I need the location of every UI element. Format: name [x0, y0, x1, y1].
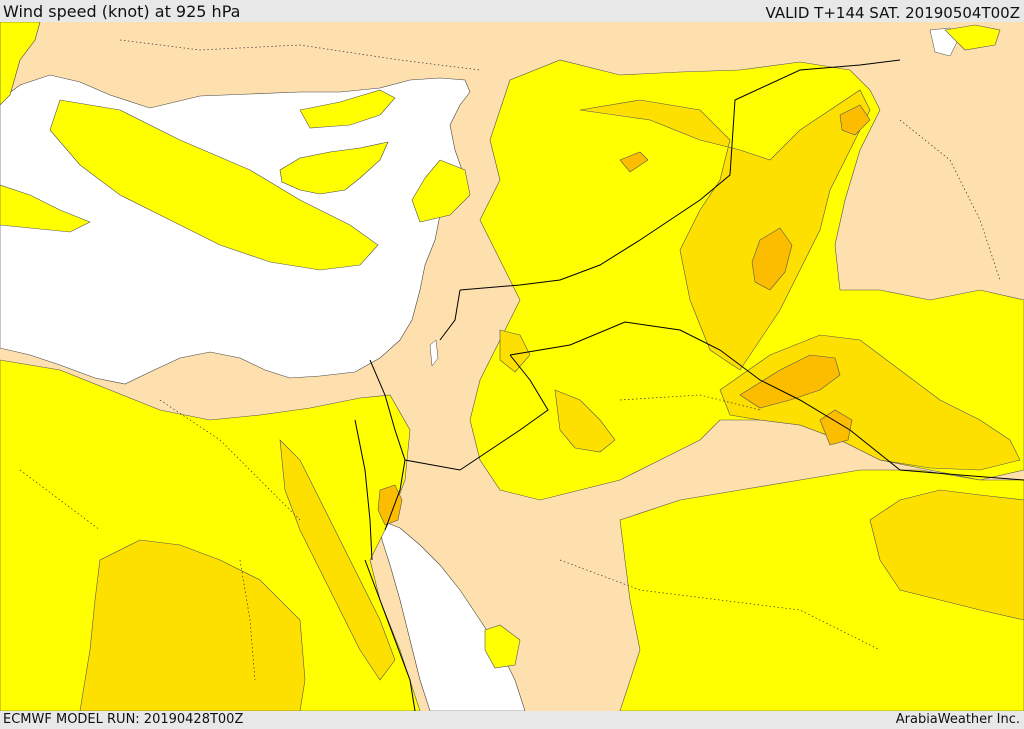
dead-sea	[429, 339, 439, 367]
provider-label: ArabiaWeather Inc.	[895, 712, 1020, 727]
valid-time-label: VALID T+144 SAT. 20190504T00Z	[765, 4, 1020, 22]
province-lines	[19, 39, 1001, 681]
model-run-label: ECMWF MODEL RUN: 20190428T00Z	[3, 712, 244, 727]
wind-band-mid	[79, 89, 1024, 711]
cyprus	[279, 141, 389, 195]
title-bar: Wind speed (knot) at 925 hPa VALID T+144…	[0, 0, 1024, 22]
map-title: Wind speed (knot) at 925 hPa	[3, 2, 241, 21]
country-borders	[354, 59, 1024, 711]
footer-bar: ECMWF MODEL RUN: 20190428T00Z ArabiaWeat…	[0, 711, 1024, 729]
wind-band-high	[377, 104, 871, 526]
aegean-coast	[0, 22, 41, 106]
red-sea	[379, 519, 526, 711]
map-canvas	[0, 22, 1024, 711]
weather-map	[0, 22, 1024, 711]
